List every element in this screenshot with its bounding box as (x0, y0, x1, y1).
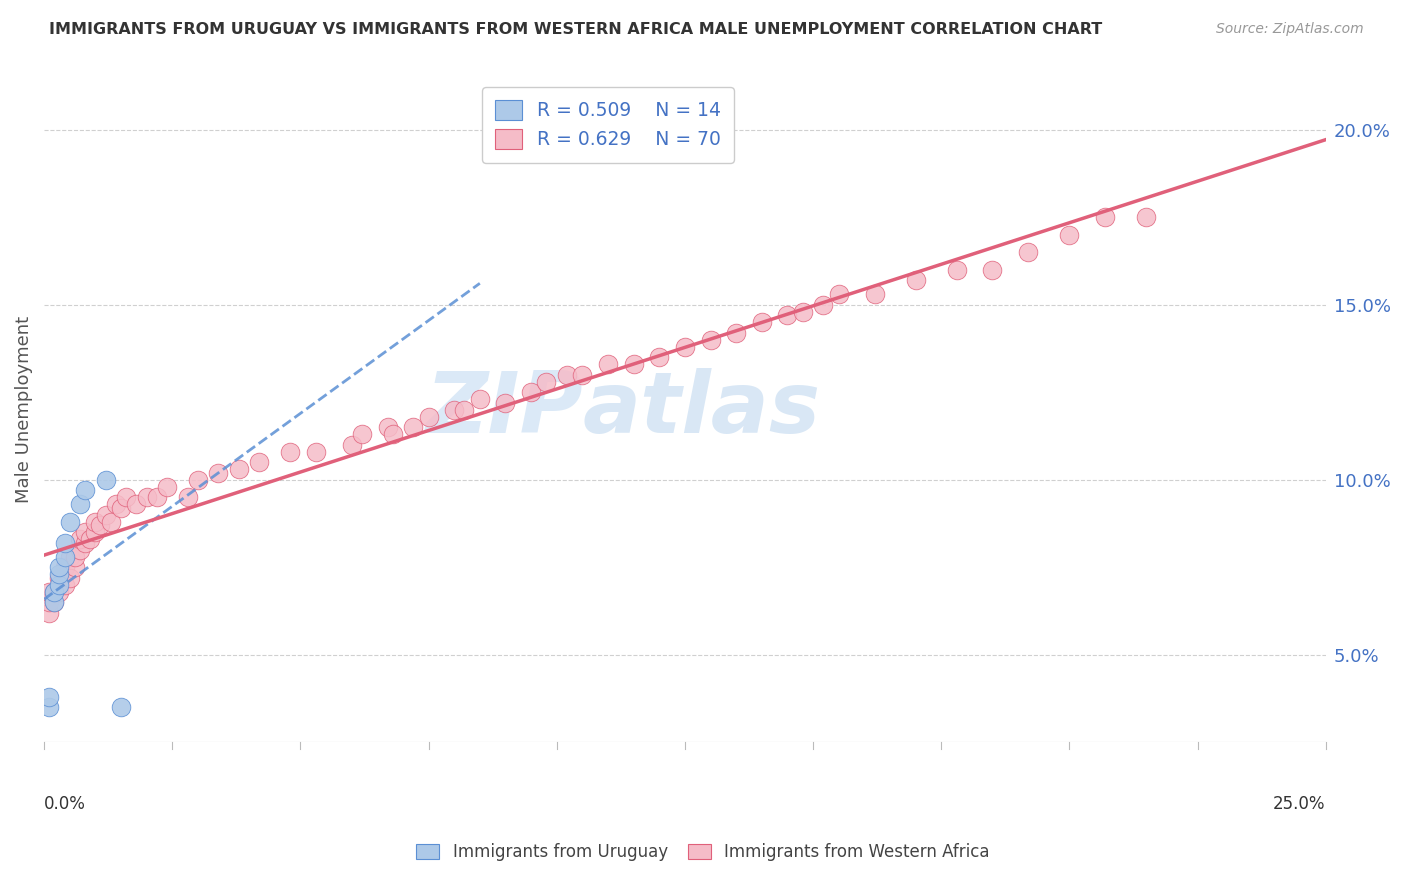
Point (1059, 227, 1081, 242)
Point (125, 497, 148, 511)
Point (381, 427, 404, 442)
Point (94, 508, 117, 522)
Point (69, 542, 91, 557)
Point (981, 263, 1004, 277)
Point (48, 585, 70, 599)
Point (44, 595, 66, 609)
Legend: Immigrants from Uruguay, Immigrants from Western Africa: Immigrants from Uruguay, Immigrants from… (409, 837, 997, 868)
Point (468, 392, 491, 407)
Text: ZIP: ZIP (425, 368, 582, 451)
Point (53, 549, 76, 564)
Point (75, 483, 97, 498)
Point (249, 455, 271, 469)
Point (44, 595, 66, 609)
Point (453, 403, 475, 417)
Point (59, 549, 82, 564)
Point (69, 533, 91, 547)
Point (648, 351, 671, 365)
Text: Source: ZipAtlas.com: Source: ZipAtlas.com (1216, 22, 1364, 37)
Point (53, 560, 76, 574)
Point (443, 403, 465, 417)
Point (1135, 211, 1157, 225)
Point (79, 533, 101, 547)
Point (725, 326, 748, 340)
Point (44, 585, 66, 599)
Point (69, 497, 91, 511)
Point (673, 340, 696, 354)
Point (104, 497, 127, 511)
Point (278, 445, 301, 459)
Point (75, 536, 97, 550)
Point (110, 500, 132, 515)
Point (340, 438, 363, 452)
Point (623, 358, 645, 372)
Point (44, 585, 66, 599)
Point (94, 473, 117, 487)
Point (75, 525, 97, 540)
Point (156, 480, 179, 494)
Point (146, 491, 169, 505)
Point (187, 473, 209, 487)
Point (63, 560, 86, 574)
Point (53, 578, 76, 592)
Point (377, 420, 399, 434)
Point (84, 515, 107, 529)
Point (792, 305, 814, 319)
Point (100, 515, 122, 529)
Point (699, 333, 721, 347)
Point (596, 358, 619, 372)
Point (418, 409, 440, 424)
Legend: R = 0.509    N = 14, R = 0.629    N = 70: R = 0.509 N = 14, R = 0.629 N = 70 (482, 87, 734, 162)
Point (176, 491, 198, 505)
Point (350, 427, 373, 442)
Point (495, 396, 517, 410)
Point (402, 420, 425, 434)
Point (863, 287, 886, 301)
Point (84, 525, 107, 540)
Point (59, 571, 82, 585)
Point (945, 263, 967, 277)
Point (53, 536, 76, 550)
Point (38, 690, 60, 704)
Point (1017, 245, 1039, 260)
Point (110, 700, 132, 714)
Point (115, 491, 138, 505)
Point (48, 567, 70, 582)
Point (827, 287, 849, 301)
Point (38, 606, 60, 620)
Point (59, 515, 82, 529)
Point (89, 518, 111, 533)
Point (536, 375, 558, 389)
Y-axis label: Male Unemployment: Male Unemployment (15, 317, 32, 503)
Point (571, 368, 593, 382)
Point (135, 491, 157, 505)
Point (751, 315, 773, 329)
Point (63, 549, 86, 564)
Text: IMMIGRANTS FROM URUGUAY VS IMMIGRANTS FROM WESTERN AFRICA MALE UNEMPLOYMENT CORR: IMMIGRANTS FROM URUGUAY VS IMMIGRANTS FR… (49, 22, 1102, 37)
Point (904, 273, 927, 287)
Point (305, 445, 328, 459)
Point (207, 466, 229, 480)
Text: 25.0%: 25.0% (1274, 795, 1326, 813)
Point (228, 462, 250, 476)
Text: atlas: atlas (582, 368, 821, 451)
Point (813, 298, 835, 312)
Point (48, 578, 70, 592)
Point (520, 385, 543, 400)
Point (38, 700, 60, 714)
Point (555, 368, 578, 382)
Point (776, 309, 799, 323)
Text: 0.0%: 0.0% (44, 795, 86, 813)
Point (38, 585, 60, 599)
Point (1094, 211, 1116, 225)
Point (38, 595, 60, 609)
Point (48, 560, 70, 574)
Point (48, 571, 70, 585)
